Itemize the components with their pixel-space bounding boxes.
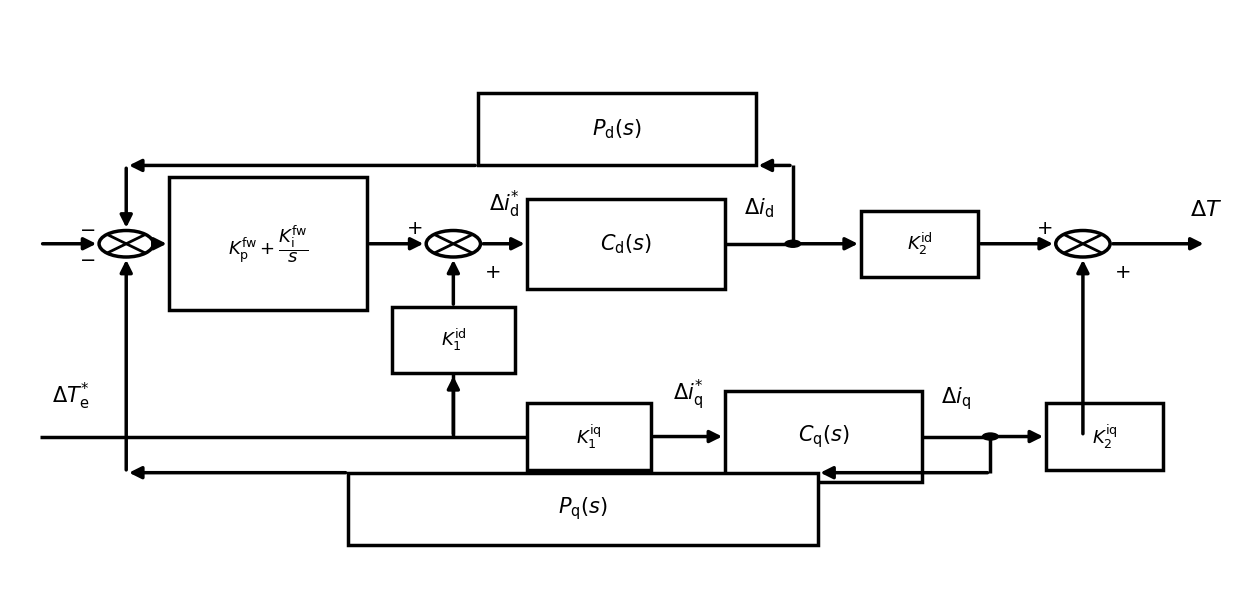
FancyBboxPatch shape xyxy=(348,472,817,545)
Text: $\Delta i_{\rm q}$: $\Delta i_{\rm q}$ xyxy=(941,385,971,412)
FancyBboxPatch shape xyxy=(725,392,923,482)
FancyBboxPatch shape xyxy=(392,307,515,373)
Text: $K_{\rm p}^{\rm fw}+\dfrac{K_{\rm i}^{\rm fw}}{s}$: $K_{\rm p}^{\rm fw}+\dfrac{K_{\rm i}^{\r… xyxy=(228,223,309,264)
Circle shape xyxy=(784,240,801,248)
Text: $-$: $-$ xyxy=(79,219,95,238)
Text: $P_{\rm q}(s)$: $P_{\rm q}(s)$ xyxy=(558,496,608,522)
Text: $+$: $+$ xyxy=(1035,219,1052,238)
Text: $K_{2}^{\rm id}$: $K_{2}^{\rm id}$ xyxy=(906,230,932,257)
Circle shape xyxy=(427,230,481,257)
Text: $K_{1}^{\rm iq}$: $K_{1}^{\rm iq}$ xyxy=(577,423,601,451)
Text: $\Delta i_{\rm d}^{*}$: $\Delta i_{\rm d}^{*}$ xyxy=(489,188,520,219)
Text: $C_{\rm q}(s)$: $C_{\rm q}(s)$ xyxy=(797,423,849,450)
FancyBboxPatch shape xyxy=(1045,403,1163,469)
Text: $+$: $+$ xyxy=(407,219,423,238)
Circle shape xyxy=(99,230,154,257)
Text: $\Delta i_{\rm d}$: $\Delta i_{\rm d}$ xyxy=(744,196,774,219)
Text: $\Delta T$: $\Delta T$ xyxy=(1190,199,1223,219)
Text: $K_{1}^{\rm id}$: $K_{1}^{\rm id}$ xyxy=(440,327,466,353)
Text: $C_{\rm d}(s)$: $C_{\rm d}(s)$ xyxy=(600,232,652,255)
FancyBboxPatch shape xyxy=(527,403,651,469)
Text: $+$: $+$ xyxy=(484,263,501,282)
Text: $K_{2}^{\rm iq}$: $K_{2}^{\rm iq}$ xyxy=(1091,423,1117,451)
FancyBboxPatch shape xyxy=(527,199,725,289)
Text: $-$: $-$ xyxy=(79,249,95,268)
FancyBboxPatch shape xyxy=(479,93,756,165)
Circle shape xyxy=(1055,230,1110,257)
FancyBboxPatch shape xyxy=(861,210,978,277)
Text: $\Delta T_{\rm e}^{*}$: $\Delta T_{\rm e}^{*}$ xyxy=(52,381,89,412)
Text: $+$: $+$ xyxy=(1114,263,1130,282)
Text: $P_{\rm d}(s)$: $P_{\rm d}(s)$ xyxy=(591,117,642,141)
Text: $\Delta i_{\rm q}^{*}$: $\Delta i_{\rm q}^{*}$ xyxy=(672,378,703,412)
Circle shape xyxy=(982,432,999,441)
FancyBboxPatch shape xyxy=(170,178,367,310)
